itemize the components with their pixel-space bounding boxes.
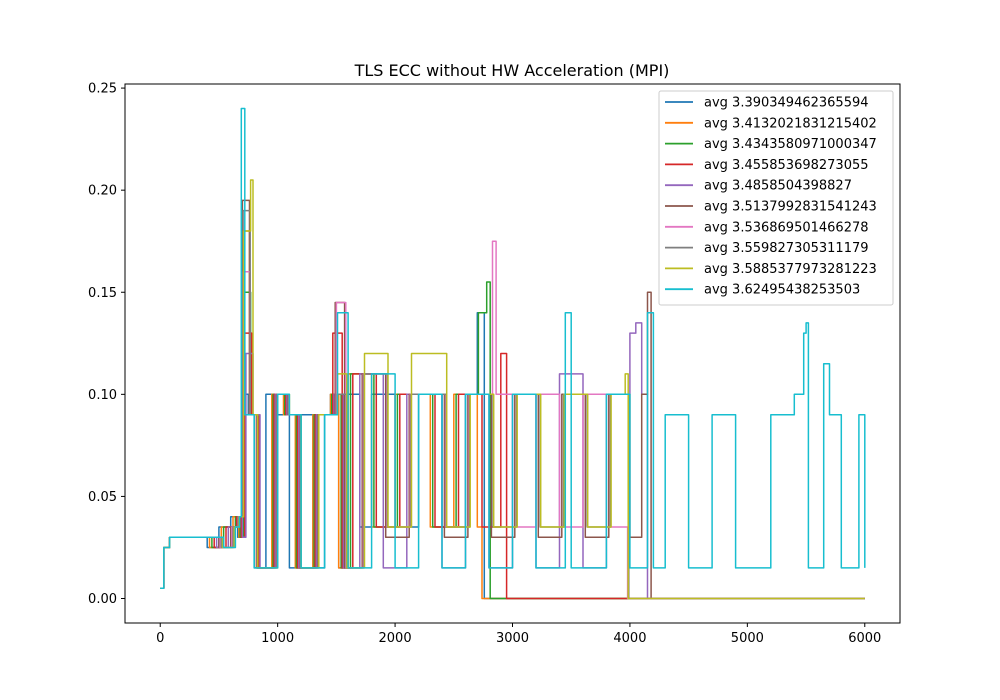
y-tick-label-4: 0.20: [88, 184, 117, 199]
legend-box: [658, 90, 894, 306]
legend-label-6: avg 3.5137992831541243: [704, 200, 877, 215]
y-tick-label-1: 0.05: [88, 490, 117, 505]
plot-area: [160, 107, 866, 600]
series-line-10: [160, 107, 866, 590]
x-tick-label-0: 0: [156, 631, 164, 646]
legend-label-7: avg 3.536869501466278: [704, 220, 869, 235]
y-axis: 0.00 0.05 0.10 0.15 0.20 0.25: [88, 82, 125, 607]
legend-label-1: avg 3.390349462365594: [704, 96, 869, 111]
x-tick-label-3000: 3000: [496, 631, 529, 646]
x-tick-label-6000: 6000: [848, 631, 881, 646]
legend-label-2: avg 3.4132021831215402: [704, 116, 877, 131]
legend-label-9: avg 3.5885377973281223: [704, 262, 877, 277]
legend-label-4: avg 3.455853698273055: [704, 158, 869, 173]
x-tick-label-1000: 1000: [261, 631, 294, 646]
y-tick-label-3: 0.15: [88, 286, 117, 301]
y-tick-label-0: 0.00: [88, 592, 117, 607]
legend-label-8: avg 3.559827305311179: [704, 241, 869, 256]
y-tick-label-2: 0.10: [88, 388, 117, 403]
x-tick-label-2000: 2000: [379, 631, 412, 646]
legend-label-3: avg 3.4343580971000347: [704, 137, 877, 152]
legend-label-10: avg 3.62495438253503: [704, 283, 860, 298]
x-axis: 0 1000 2000 3000 4000 5000 6000: [156, 623, 881, 646]
x-tick-label-5000: 5000: [731, 631, 764, 646]
legend: avg 3.390349462365594 avg 3.4132021831215…: [658, 90, 894, 306]
chart-title: TLS ECC without HW Acceleration (MPI): [354, 61, 670, 80]
y-tick-label-5: 0.25: [88, 82, 117, 97]
legend-label-5: avg 3.4858504398827: [704, 179, 852, 194]
x-tick-label-4000: 4000: [613, 631, 646, 646]
